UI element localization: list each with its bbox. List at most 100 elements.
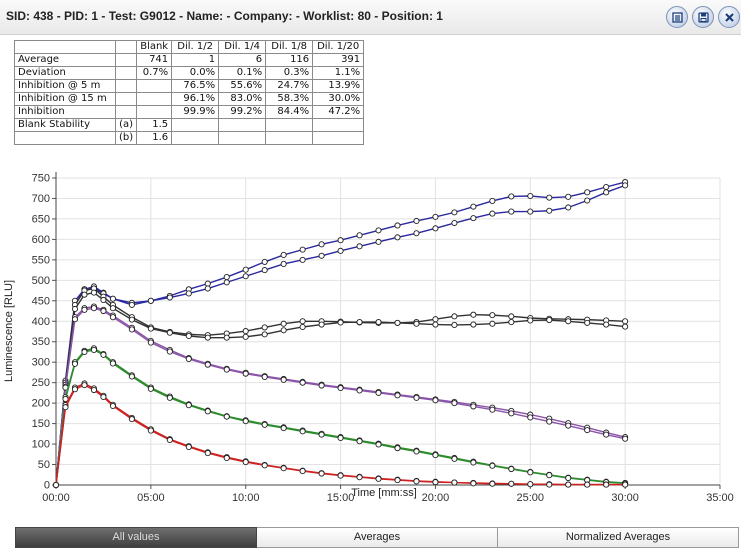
series-line	[55, 287, 626, 486]
data-point	[451, 219, 458, 227]
title-bar: SID: 438 - PID: 1 - Test: G9012 - Name: …	[0, 0, 741, 35]
data-point	[356, 232, 363, 239]
data-point	[413, 217, 420, 225]
y-tick-label: 750	[32, 173, 50, 185]
data-point	[489, 480, 496, 487]
data-point	[356, 387, 363, 394]
data-point	[508, 410, 515, 417]
series-line	[55, 307, 626, 486]
data-point	[546, 194, 553, 201]
row-sublabel	[114, 66, 138, 80]
sample-info-title: SID: 438 - PID: 1 - Test: G9012 - Name: …	[6, 9, 443, 23]
table-row: Inhibition 99.9% 99.2% 84.4% 47.2%	[14, 105, 365, 119]
data-point	[109, 360, 116, 367]
y-tick-label: 150	[32, 418, 50, 430]
data-point	[223, 366, 230, 373]
data-point	[356, 243, 363, 250]
data-point	[489, 210, 496, 217]
data-point	[508, 465, 515, 473]
data-point	[394, 477, 401, 484]
data-point	[242, 333, 249, 340]
table-cell	[218, 118, 267, 132]
data-point	[470, 203, 477, 210]
data-point	[71, 316, 79, 323]
data-point	[280, 425, 287, 432]
data-point	[280, 260, 287, 268]
table-cell: 47.2%	[312, 105, 365, 119]
grid	[55, 177, 721, 486]
data-point	[204, 408, 211, 415]
table-cell: 96.1%	[171, 92, 220, 106]
data-point	[90, 289, 97, 296]
header-cell: Dil. 1/4	[218, 40, 267, 54]
results-table: Blank Dil. 1/2 Dil. 1/4 Dil. 1/8 Dil. 1/…	[14, 40, 365, 145]
data-point	[71, 386, 79, 393]
data-point	[318, 382, 325, 389]
y-tick-label: 100	[32, 439, 50, 451]
tab-normalized-averages[interactable]: Normalized Averages	[498, 527, 739, 548]
table-cell: 0.3%	[265, 66, 314, 80]
row-sublabel	[114, 79, 138, 93]
data-point	[166, 348, 173, 355]
data-point	[280, 251, 287, 259]
data-point	[204, 285, 211, 292]
data-point	[565, 481, 572, 488]
table-cell: 58.3%	[265, 92, 314, 106]
data-point	[470, 321, 477, 328]
data-point	[223, 413, 230, 420]
save-button[interactable]	[692, 6, 714, 28]
data-point	[204, 361, 211, 368]
table-cell: 1.6	[136, 131, 173, 145]
data-point	[470, 311, 477, 318]
table-cell: 83.0%	[218, 92, 267, 106]
data-point	[432, 452, 439, 459]
row-sublabel: (a)	[114, 118, 138, 132]
data-point	[584, 481, 591, 488]
data-point	[584, 427, 591, 434]
data-point	[508, 313, 515, 320]
table-cell: 0.7%	[136, 66, 173, 80]
data-point	[166, 436, 173, 444]
table-cell: 1.1%	[312, 66, 365, 80]
data-point	[565, 193, 572, 200]
data-point	[337, 384, 344, 392]
data-point	[432, 397, 439, 404]
y-tick-label: 200	[32, 398, 50, 410]
row-label: Blank Stability	[14, 118, 116, 132]
data-point	[451, 313, 458, 320]
tab-averages[interactable]: Averages	[257, 527, 498, 548]
table-cell: 55.6%	[218, 79, 267, 93]
data-point	[90, 386, 97, 394]
data-point	[261, 324, 268, 331]
y-tick-label: 500	[32, 275, 50, 287]
data-point	[565, 422, 572, 429]
data-point	[71, 305, 79, 313]
save-icon	[697, 11, 709, 23]
data-point	[451, 479, 458, 486]
table-cell: 116	[265, 53, 314, 67]
tab-all-values[interactable]: All values	[15, 527, 257, 548]
axes: 0 50 100 150 200 250 300 350 400 450 500 550 600 650 7…	[32, 172, 734, 504]
data-point	[318, 470, 325, 477]
data-point	[223, 454, 230, 462]
series-line	[55, 349, 626, 486]
data-point	[337, 472, 344, 479]
data-point	[584, 197, 591, 204]
data-point	[337, 319, 344, 326]
data-point	[375, 441, 382, 448]
table-cell: 76.5%	[171, 79, 220, 93]
data-point	[546, 207, 553, 214]
data-point	[299, 468, 306, 475]
y-tick-label: 300	[32, 357, 50, 369]
header-cell: Dil. 1/20	[312, 40, 365, 54]
list-button[interactable]	[666, 6, 688, 28]
data-point	[337, 237, 344, 244]
data-point	[261, 258, 268, 265]
y-tick-label: 0	[44, 480, 50, 492]
table-cell	[265, 131, 314, 145]
close-button[interactable]	[718, 6, 740, 28]
data-point	[413, 230, 420, 237]
data-point	[261, 267, 268, 274]
data-point	[204, 450, 211, 457]
data-point	[489, 320, 496, 327]
